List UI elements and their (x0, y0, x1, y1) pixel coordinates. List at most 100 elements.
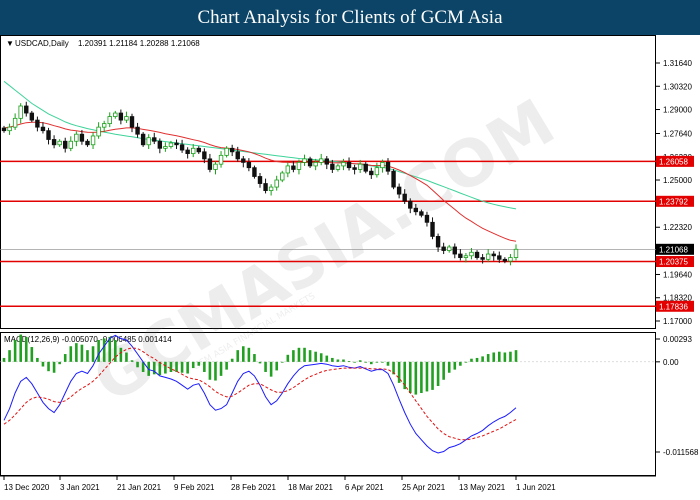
price-tick-label: 1.22320 (663, 223, 692, 232)
date-tick-label: 28 Feb 2021 (231, 483, 276, 492)
candle-up (213, 163, 218, 170)
candle-down (174, 142, 179, 146)
candle-down (207, 158, 213, 170)
signal-line (3, 347, 517, 441)
candles (1, 101, 519, 266)
candle-up (508, 257, 513, 262)
macd-histogram-bar (503, 352, 507, 362)
macd-histogram-bar (358, 360, 362, 362)
macd-histogram-bar (136, 361, 139, 368)
candle-up (12, 117, 18, 128)
candle-down (252, 167, 257, 177)
price-tick-label: 1.19640 (663, 270, 692, 279)
macd-histogram-bar (58, 361, 61, 365)
macd-histogram-bar (41, 361, 45, 367)
candle-up (90, 135, 96, 146)
candle-up (107, 116, 112, 125)
candle-up (357, 163, 363, 170)
macd-histogram-bar (459, 361, 462, 366)
candle-up (319, 158, 324, 163)
macd-histogram-bar (219, 361, 223, 376)
macd-histogram-bar (353, 361, 356, 363)
candle-down (24, 105, 29, 114)
candle-down (196, 147, 201, 153)
macd-histogram-bar (114, 340, 117, 362)
candle-down (391, 170, 396, 188)
macd-histogram-bar (63, 354, 67, 362)
candle-up (296, 161, 302, 170)
macd-histogram-bar (253, 354, 256, 362)
macd-tick-label: 0.00293 (663, 335, 692, 344)
candle-up (335, 165, 341, 170)
macd-histogram-bar (442, 361, 445, 380)
macd-histogram-bar (492, 352, 496, 362)
macd-histogram-bar (2, 357, 6, 362)
main-price-panel (0, 35, 656, 329)
macd-histogram-bar (403, 361, 406, 390)
macd-histogram-bar (292, 350, 295, 362)
candle-up (469, 251, 474, 257)
macd-histogram-bar (80, 344, 84, 362)
candle-down (502, 258, 508, 262)
date-tick-label: 25 Apr 2021 (402, 483, 446, 492)
macd-histogram-bar (180, 361, 184, 373)
macd-histogram-bar (414, 361, 418, 395)
macd-histogram-bar (108, 336, 112, 362)
last-price-tag (656, 243, 694, 255)
price-tick-label: 1.17000 (663, 317, 692, 326)
level-price-label: 1.20375 (659, 258, 688, 267)
macd-histogram-bar (303, 347, 306, 362)
dropdown-arrow-icon[interactable]: ▼ (6, 39, 14, 48)
candle-up (463, 255, 469, 258)
candle-down (413, 207, 419, 213)
candle-down (135, 126, 140, 135)
macd-histogram-bar (347, 361, 351, 362)
macd-histogram-bar (119, 347, 123, 362)
macd-histogram-bar (236, 350, 240, 362)
date-axis: 13 Dec 2020 3 Jan 2021 21 Jan 2021 9 Feb 20… (3, 476, 556, 492)
candle-up (302, 158, 307, 163)
macd-histogram-bar (420, 361, 423, 394)
candle-up (447, 246, 452, 251)
candle-up (57, 140, 62, 146)
candle-down (402, 193, 407, 202)
date-tick-label: 21 Jan 2021 (117, 483, 162, 492)
candle-down (157, 140, 163, 149)
macd-line (3, 334, 517, 454)
macd-histogram-bar (197, 361, 201, 366)
candle-down (152, 137, 157, 142)
macd-histogram-bar (102, 338, 106, 362)
price-axis: 1.316401.303201.290001.276401.263201.250… (656, 59, 692, 326)
candle-up (191, 147, 196, 154)
candle-down (385, 161, 391, 172)
macd-histogram-bar (319, 353, 323, 362)
candle-down (179, 144, 185, 151)
candle-down (430, 221, 435, 237)
macd-histogram-bar (97, 340, 100, 362)
macd-histogram-bar (247, 347, 251, 362)
macd-histogram-bar (258, 361, 262, 364)
candle-up (96, 126, 101, 137)
date-tick-label: 13 Dec 2020 (4, 483, 50, 492)
candle-down (140, 133, 146, 146)
date-tick-label: 1 Jun 2021 (516, 483, 556, 492)
candle-up (18, 105, 23, 119)
macd-histogram-bar (36, 357, 39, 362)
candle-down (474, 251, 480, 258)
macd-histogram-bar (481, 356, 484, 362)
macd-histogram-bar (498, 351, 501, 362)
candle-up (146, 137, 151, 146)
macd-histogram-bar (230, 358, 234, 362)
level-lines (0, 160, 656, 308)
macd-histogram-bar (152, 361, 156, 375)
candle-down (441, 246, 446, 251)
candle-up (163, 146, 168, 149)
macd-histogram-bar (286, 354, 290, 362)
candle-down (46, 130, 51, 140)
macd-histogram-bar (24, 336, 28, 362)
macd-histogram-bar (242, 346, 245, 362)
candle-down (79, 133, 85, 142)
candle-down (35, 119, 40, 128)
candle-up (313, 161, 318, 167)
candle-down (352, 167, 357, 170)
